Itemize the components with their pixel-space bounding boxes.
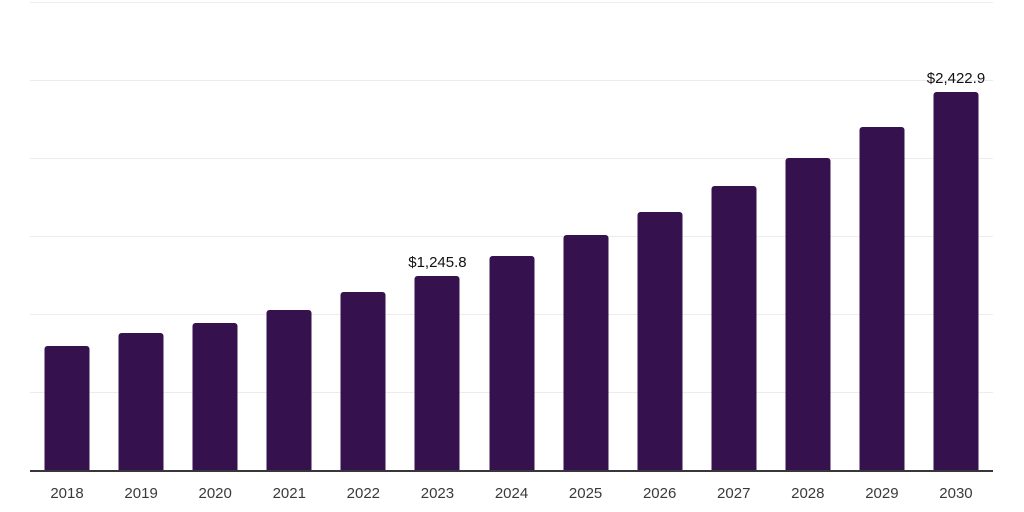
bar-2024[interactable] <box>489 256 534 470</box>
x-tick-2026: 2026 <box>642 485 677 502</box>
x-tick-2018: 2018 <box>50 485 84 502</box>
bar-2029[interactable] <box>859 127 905 470</box>
bar-2030[interactable] <box>933 92 979 470</box>
x-tick-2027: 2027 <box>717 485 751 502</box>
data-label-2023: $1,245.8 <box>408 254 467 271</box>
x-tick-2019: 2019 <box>124 485 158 502</box>
bar-slot-2030: $2,422.9 <box>919 2 993 470</box>
bar-2022[interactable] <box>340 292 386 470</box>
bar-slot-2029 <box>845 2 919 470</box>
bar-slot-2027 <box>697 2 771 470</box>
bar-2019[interactable] <box>118 333 164 470</box>
bar-slot-2022 <box>326 2 400 470</box>
gridline-1500 <box>30 236 993 237</box>
bar-slot-2025 <box>549 2 623 470</box>
bar-slot-2028 <box>771 2 845 470</box>
data-label-2030: $2,422.9 <box>926 70 986 87</box>
bars-container: $1,245.8 $2,422.9 <box>30 2 993 470</box>
bar-slot-2019 <box>104 2 178 470</box>
x-tick-2020: 2020 <box>198 485 232 502</box>
x-tick-2028: 2028 <box>791 485 825 502</box>
x-axis-labels: 2018 2019 2020 2021 2022 2023 2024 2025 2026 2027… <box>30 472 993 512</box>
bar-2021[interactable] <box>266 310 312 470</box>
gridline-2000 <box>30 158 993 159</box>
x-tick-2030: 2030 <box>939 485 973 502</box>
x-tick-2023: 2023 <box>420 485 455 502</box>
bar-slot-2021 <box>252 2 326 470</box>
bar-2023[interactable] <box>414 276 460 470</box>
bar-slot-2018 <box>30 2 104 470</box>
gridline-2500 <box>30 80 993 81</box>
bar-2027[interactable] <box>711 186 757 470</box>
x-tick-2029: 2029 <box>865 485 899 502</box>
bar-2026[interactable] <box>637 212 683 470</box>
x-tick-2024: 2024 <box>494 485 529 502</box>
gridline-3000 <box>30 2 993 3</box>
bar-slot-2020 <box>178 2 252 470</box>
x-tick-2025: 2025 <box>568 485 603 502</box>
bar-2028[interactable] <box>785 158 831 470</box>
bar-slot-2026 <box>623 2 697 470</box>
bar-2020[interactable] <box>192 323 238 470</box>
bar-2025[interactable] <box>563 235 609 470</box>
x-tick-2022: 2022 <box>346 485 381 502</box>
bar-2018[interactable] <box>44 346 90 470</box>
bar-slot-2023: $1,245.8 <box>400 2 474 470</box>
bar-slot-2024 <box>474 2 548 470</box>
plot-area: $1,245.8 $2,422.9 <box>30 2 993 472</box>
x-tick-2021: 2021 <box>272 485 306 502</box>
